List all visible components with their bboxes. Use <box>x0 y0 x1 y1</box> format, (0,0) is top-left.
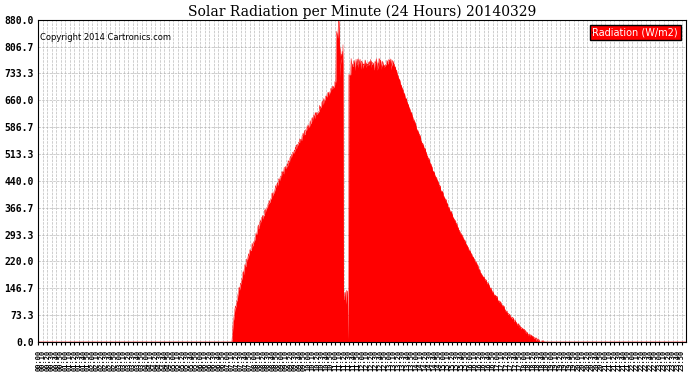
Legend: Radiation (W/m2): Radiation (W/m2) <box>589 25 681 40</box>
Title: Solar Radiation per Minute (24 Hours) 20140329: Solar Radiation per Minute (24 Hours) 20… <box>188 4 536 18</box>
Text: Copyright 2014 Cartronics.com: Copyright 2014 Cartronics.com <box>40 33 170 42</box>
